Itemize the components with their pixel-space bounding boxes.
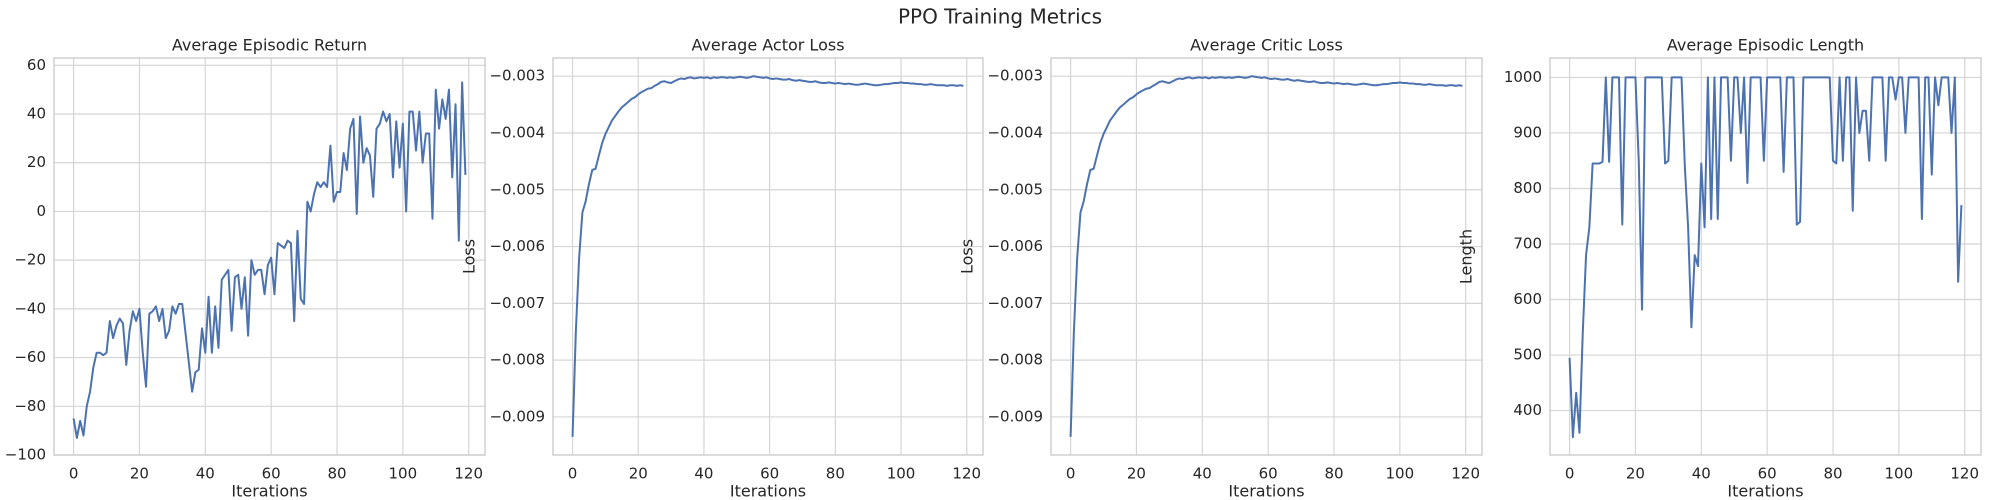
y-tick-label: 60: [27, 56, 46, 74]
y-axis-label: Length: [1457, 229, 1476, 284]
axes-frame: [1050, 57, 1483, 456]
y-tick-label: −0.004: [489, 123, 545, 141]
x-tick-label: 120: [952, 465, 981, 483]
x-tick-label: 80: [1823, 465, 1842, 483]
subplot-title: Average Episodic Length: [1667, 36, 1864, 55]
figure-title: PPO Training Metrics: [898, 5, 1102, 29]
y-tick-label: 700: [1513, 235, 1542, 253]
subplot-title: Average Critic Loss: [1190, 36, 1343, 55]
x-tick-label: 40: [694, 465, 713, 483]
y-tick-label: 40: [27, 105, 46, 123]
y-tick-label: −60: [14, 348, 46, 366]
y-tick-label: −0.007: [489, 294, 545, 312]
subplot-title: Average Episodic Return: [172, 36, 367, 55]
x-tick-label: 20: [1626, 465, 1645, 483]
y-tick-label: −0.006: [489, 237, 545, 255]
x-tick-label: 60: [262, 465, 281, 483]
y-tick-label: −0.005: [489, 180, 545, 198]
y-tick-label: 500: [1513, 346, 1542, 364]
x-tick-label: 40: [1193, 465, 1212, 483]
y-tick-label: −100: [5, 446, 46, 464]
x-tick-label: 80: [826, 465, 845, 483]
x-axis-label: Iterations: [1727, 482, 1803, 500]
y-tick-label: 900: [1513, 123, 1542, 141]
y-tick-label: −0.005: [987, 180, 1043, 198]
data-line: [571, 75, 964, 437]
axes-frame: [1549, 57, 1982, 456]
x-tick-label: 20: [629, 465, 648, 483]
x-tick-label: 60: [1259, 465, 1278, 483]
x-axis-label: Iterations: [730, 482, 806, 500]
data-line: [1069, 75, 1463, 437]
x-tick-label: 100: [1386, 465, 1415, 483]
x-tick-label: 0: [1066, 465, 1076, 483]
x-tick-label: 20: [130, 465, 149, 483]
y-tick-label: −0.009: [489, 407, 545, 425]
axes-frame: [552, 57, 984, 456]
y-tick-label: −0.003: [489, 67, 545, 85]
x-tick-label: 0: [1565, 465, 1575, 483]
y-tick-label: −0.006: [987, 237, 1043, 255]
y-tick-label: 20: [27, 153, 46, 171]
x-axis-label: Iterations: [1228, 482, 1304, 500]
x-tick-label: 40: [1692, 465, 1711, 483]
x-tick-label: 120: [1451, 465, 1480, 483]
x-tick-label: 0: [69, 465, 79, 483]
x-tick-label: 80: [1324, 465, 1343, 483]
x-tick-label: 100: [389, 465, 418, 483]
y-tick-label: −0.007: [987, 294, 1043, 312]
y-tick-label: −0.008: [489, 351, 545, 369]
x-tick-label: 40: [196, 465, 215, 483]
y-tick-label: 0: [36, 202, 46, 220]
x-tick-label: 60: [1758, 465, 1777, 483]
x-tick-label: 120: [1950, 465, 1979, 483]
subplot-title: Average Actor Loss: [691, 36, 844, 55]
x-tick-label: 80: [327, 465, 346, 483]
y-axis-label: Loss: [958, 239, 977, 274]
y-tick-label: −40: [14, 299, 46, 317]
y-tick-label: −0.009: [987, 407, 1043, 425]
data-line: [1568, 76, 1963, 439]
y-tick-label: −20: [14, 251, 46, 269]
y-tick-label: −0.008: [987, 351, 1043, 369]
x-tick-label: 120: [454, 465, 483, 483]
y-tick-label: 400: [1513, 401, 1542, 419]
y-tick-label: 800: [1513, 179, 1542, 197]
x-tick-label: 100: [1885, 465, 1914, 483]
data-line: [72, 81, 467, 439]
axes-frame: [53, 57, 486, 456]
y-tick-label: −0.004: [987, 123, 1043, 141]
y-tick-label: 600: [1513, 290, 1542, 308]
y-tick-label: −80: [14, 397, 46, 415]
x-tick-label: 60: [760, 465, 779, 483]
y-tick-label: −0.003: [987, 67, 1043, 85]
x-tick-label: 20: [1127, 465, 1146, 483]
x-tick-label: 0: [568, 465, 578, 483]
y-axis-label: Loss: [460, 239, 479, 274]
x-tick-label: 100: [887, 465, 916, 483]
y-tick-label: 1000: [1504, 68, 1542, 86]
x-axis-label: Iterations: [231, 482, 307, 500]
